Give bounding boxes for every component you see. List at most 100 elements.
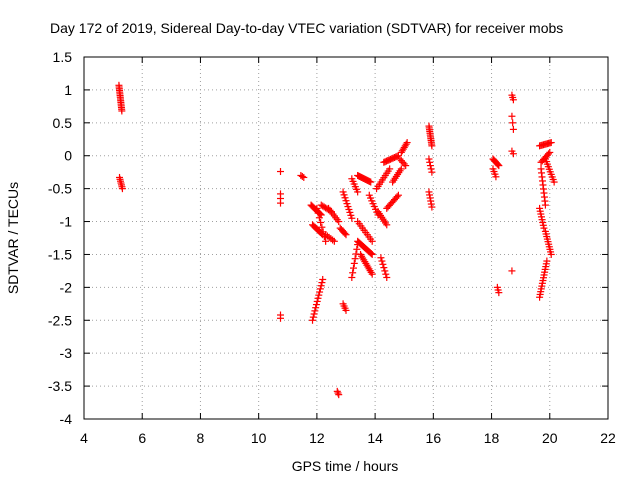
data-point	[428, 203, 436, 211]
data-point	[312, 304, 320, 312]
data-point	[319, 275, 327, 283]
data-point	[541, 201, 549, 209]
data-point	[508, 267, 516, 275]
y-tick-label: 1.5	[53, 49, 73, 65]
data-point	[402, 140, 410, 148]
data-point	[368, 250, 376, 258]
data-point	[428, 142, 436, 150]
data-point	[426, 158, 434, 166]
data-point	[397, 165, 405, 173]
data-point	[547, 250, 555, 258]
data-point	[315, 214, 323, 222]
data-point	[348, 214, 356, 222]
data-point	[382, 270, 390, 278]
data-point	[545, 150, 553, 158]
data-point	[313, 297, 321, 305]
y-tick-label: -3.5	[48, 378, 72, 394]
data-point	[316, 288, 324, 296]
data-point	[342, 306, 350, 314]
data-point	[379, 260, 387, 268]
data-point	[508, 112, 516, 120]
data-point	[550, 178, 558, 186]
x-tick-label: 6	[138, 430, 146, 446]
data-point	[335, 218, 343, 226]
data-point	[316, 285, 324, 293]
data-point	[315, 291, 323, 299]
data-point	[348, 273, 356, 281]
data-point	[381, 267, 389, 275]
data-point	[311, 307, 319, 315]
data-point	[492, 173, 500, 181]
data-point	[314, 209, 322, 217]
data-point	[350, 259, 358, 267]
x-tick-label: 8	[197, 430, 205, 446]
data-point	[546, 148, 554, 156]
x-axis-label: GPS time / hours	[292, 458, 399, 474]
data-point	[393, 193, 401, 201]
data-point	[547, 139, 555, 147]
x-tick-label: 4	[80, 430, 88, 446]
y-tick-label: -1.5	[48, 246, 72, 262]
data-point	[317, 218, 325, 226]
data-point	[310, 310, 318, 318]
x-tick-label: 20	[542, 430, 558, 446]
y-tick-label: 0	[64, 148, 72, 164]
data-point	[318, 223, 326, 231]
data-point	[426, 162, 434, 170]
plot-area-frame	[83, 56, 609, 420]
data-point	[428, 168, 436, 176]
data-point	[509, 125, 517, 133]
data-point	[334, 389, 342, 397]
data-point	[318, 279, 326, 287]
data-point	[495, 289, 503, 297]
data-point	[509, 119, 517, 127]
data-point	[377, 254, 385, 262]
data-point	[368, 270, 376, 278]
grid-lines	[84, 57, 608, 419]
x-tick-label: 10	[251, 430, 267, 446]
data-point	[509, 96, 517, 104]
data-point	[341, 229, 349, 237]
data-point	[298, 172, 306, 180]
data-point	[402, 162, 410, 170]
data-point	[277, 168, 284, 176]
y-tick-label: 0.5	[53, 115, 73, 131]
data-point	[494, 161, 502, 169]
data-point	[317, 282, 325, 290]
data-point	[322, 237, 330, 245]
x-tick-label: 12	[309, 430, 325, 446]
data-point	[353, 245, 361, 253]
x-tick-label: 22	[600, 430, 616, 446]
data-point	[118, 185, 126, 193]
x-tick-label: 18	[484, 430, 500, 446]
data-point	[277, 314, 284, 322]
data-point	[367, 178, 375, 186]
data-point	[400, 160, 408, 168]
data-point	[380, 264, 388, 272]
data-point	[543, 257, 551, 265]
data-point	[540, 224, 548, 232]
data-point	[349, 264, 357, 272]
y-axis-ticks: 1.5 1 0.5 0 -0.5 -1 -1.5 -2 -2.5 -3 -3.5 -4	[48, 49, 608, 427]
y-tick-label: -2	[60, 279, 73, 295]
data-points	[115, 81, 558, 399]
data-point	[354, 188, 362, 196]
data-point	[342, 231, 350, 239]
data-point	[378, 257, 386, 265]
data-point	[351, 255, 359, 263]
data-point	[383, 221, 391, 229]
data-point	[427, 165, 435, 173]
data-point	[312, 301, 320, 309]
data-point	[509, 150, 517, 158]
data-point	[335, 391, 343, 399]
data-point	[313, 204, 321, 212]
data-point	[386, 165, 394, 173]
y-tick-label: -2.5	[48, 312, 72, 328]
data-point	[314, 294, 322, 302]
data-point	[333, 387, 341, 395]
y-tick-label: 1	[64, 82, 72, 98]
x-tick-label: 16	[426, 430, 442, 446]
data-point	[330, 237, 338, 245]
x-tick-label: 14	[367, 430, 383, 446]
